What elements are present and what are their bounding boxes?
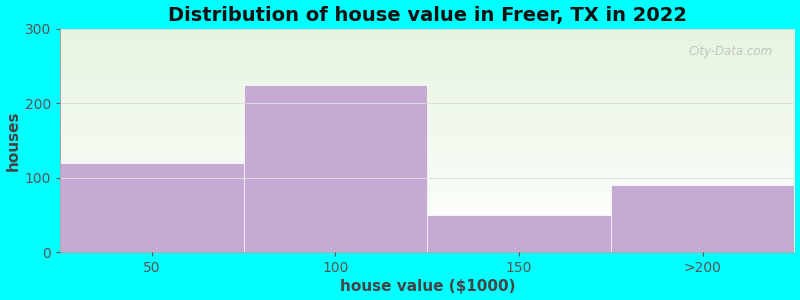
Bar (427, 215, 611, 252)
Bar (244, 85, 427, 252)
Bar (611, 185, 794, 252)
Y-axis label: houses: houses (6, 110, 21, 171)
Bar (60, 163, 244, 252)
Text: City-Data.com: City-Data.com (688, 44, 773, 58)
Title: Distribution of house value in Freer, TX in 2022: Distribution of house value in Freer, TX… (168, 6, 686, 25)
X-axis label: house value ($1000): house value ($1000) (339, 279, 515, 294)
